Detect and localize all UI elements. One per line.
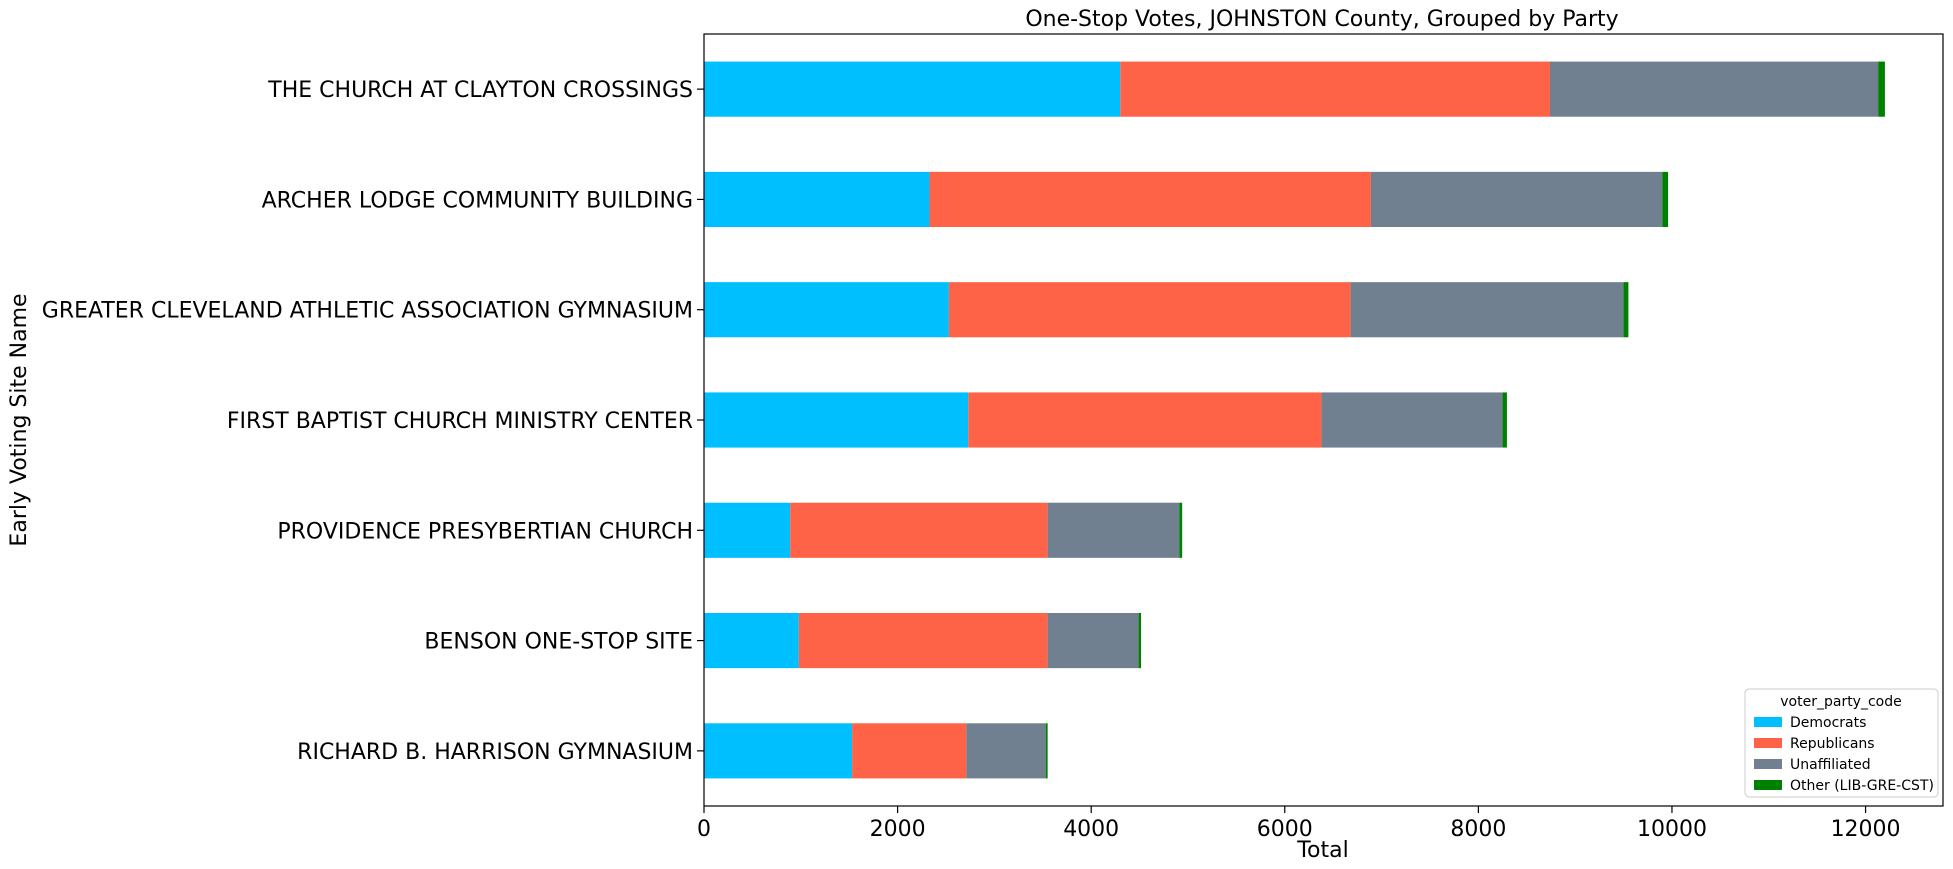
- bar-segment-republicans-6: [852, 723, 967, 779]
- bar-segment-unaffiliated-4: [1047, 502, 1180, 558]
- legend-frame: [1744, 688, 1939, 798]
- bar-segment-unaffiliated-6: [966, 723, 1046, 779]
- bar-segment-other-lib-gre-cst--1: [1662, 171, 1669, 227]
- bar-segment-democrats-5: [704, 613, 799, 669]
- category-label: THE CHURCH AT CLAYTON CROSSINGS: [267, 78, 693, 103]
- legend-title: voter_party_code: [1780, 694, 1901, 710]
- legend-swatch: [1754, 780, 1782, 790]
- category-label: ARCHER LODGE COMMUNITY BUILDING: [262, 188, 693, 213]
- bar-segment-other-lib-gre-cst--6: [1045, 723, 1048, 779]
- legend-label: Republicans: [1790, 736, 1875, 752]
- category-label: RICHARD B. HARRISON GYMNASIUM: [297, 740, 693, 765]
- bar-segment-other-lib-gre-cst--2: [1623, 282, 1629, 338]
- bar-segment-other-lib-gre-cst--4: [1179, 502, 1183, 558]
- bar-segment-democrats-2: [704, 282, 949, 338]
- bar-segment-republicans-0: [1120, 61, 1551, 117]
- bar-segment-unaffiliated-5: [1047, 613, 1139, 669]
- category-label: GREATER CLEVELAND ATHLETIC ASSOCIATION G…: [42, 299, 693, 324]
- bar-segment-unaffiliated-3: [1321, 392, 1503, 448]
- bar-segment-other-lib-gre-cst--5: [1138, 613, 1142, 669]
- category-labels: THE CHURCH AT CLAYTON CROSSINGS ARCHER LO…: [42, 78, 704, 765]
- bar-segment-other-lib-gre-cst--0: [1878, 61, 1885, 117]
- x-tick-label: 2000: [870, 817, 926, 842]
- legend-swatch: [1754, 717, 1782, 727]
- bar-segment-democrats-1: [704, 171, 930, 227]
- bar-segment-unaffiliated-1: [1370, 171, 1663, 227]
- bar-segment-democrats-4: [704, 502, 791, 558]
- x-axis-title: Total: [1296, 838, 1348, 863]
- bar-segment-democrats-3: [704, 392, 969, 448]
- x-tick-label: 6000: [1257, 817, 1313, 842]
- bar-segment-democrats-6: [704, 723, 853, 779]
- category-label: FIRST BAPTIST CHURCH MINISTRY CENTER: [227, 409, 693, 434]
- chart-title: One-Stop Votes, JOHNSTON County, Grouped…: [1025, 7, 1618, 32]
- legend-swatch: [1754, 738, 1782, 748]
- bar-segment-republicans-5: [798, 613, 1048, 669]
- bar-segment-unaffiliated-2: [1350, 282, 1624, 338]
- x-tick-label: 8000: [1450, 817, 1506, 842]
- x-axis-ticks: 0 2000 4000 6000 8000 10000 12000: [697, 806, 1901, 842]
- bar-segment-other-lib-gre-cst--3: [1502, 392, 1507, 448]
- legend-swatch: [1754, 759, 1782, 769]
- bars-layer: [704, 61, 1885, 779]
- bar-segment-unaffiliated-0: [1550, 61, 1879, 117]
- bar-segment-republicans-4: [790, 502, 1048, 558]
- bar-segment-republicans-3: [968, 392, 1322, 448]
- legend-label: Democrats: [1790, 715, 1866, 731]
- x-tick-label: 4000: [1063, 817, 1119, 842]
- bar-segment-republicans-1: [929, 171, 1371, 227]
- legend-label: Other (LIB-GRE-CST): [1790, 778, 1934, 794]
- y-axis-title: Early Voting Site Name: [7, 293, 32, 546]
- x-tick-label: 12000: [1831, 817, 1901, 842]
- x-tick-label: 0: [697, 817, 711, 842]
- legend-label: Unaffiliated: [1790, 757, 1871, 773]
- bar-segment-democrats-0: [704, 61, 1121, 117]
- category-label: PROVIDENCE PRESYBERTIAN CHURCH: [277, 519, 693, 544]
- bar-segment-republicans-2: [948, 282, 1351, 338]
- plot-frame: [703, 33, 1944, 807]
- x-tick-label: 10000: [1637, 817, 1707, 842]
- category-label: BENSON ONE-STOP SITE: [424, 630, 693, 655]
- legend: voter_party_code Democrats Republicans Una…: [1744, 688, 1939, 798]
